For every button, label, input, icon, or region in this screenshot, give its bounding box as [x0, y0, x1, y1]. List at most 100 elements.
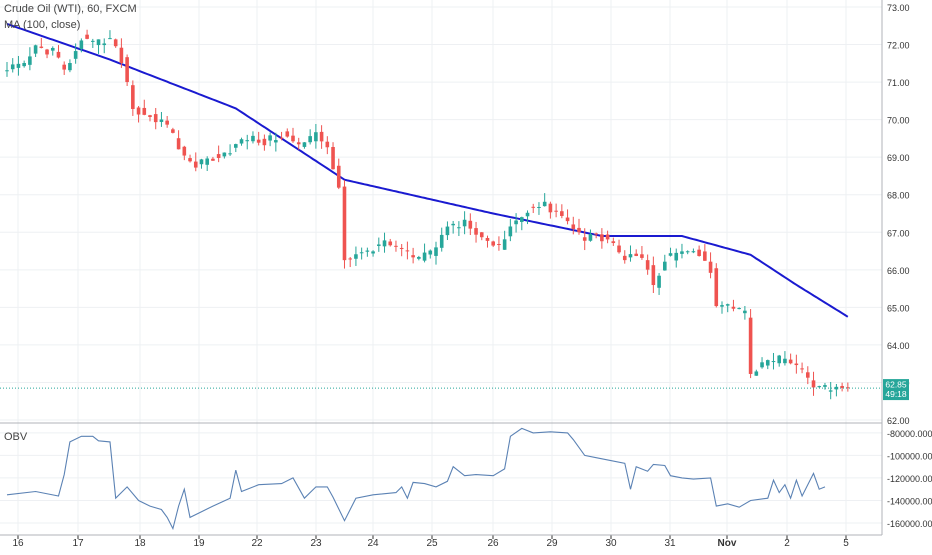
candle	[22, 60, 26, 68]
candle-body	[657, 275, 661, 288]
candle	[399, 244, 404, 257]
candle	[439, 227, 444, 252]
candle	[205, 156, 209, 172]
candle	[565, 209, 570, 225]
candle-body	[823, 385, 827, 387]
candle-body	[765, 360, 770, 366]
candle-body	[136, 107, 141, 115]
candle-body	[377, 244, 381, 246]
candle	[256, 131, 261, 146]
candle	[365, 247, 370, 257]
candle	[234, 143, 238, 153]
candle-body	[754, 371, 759, 376]
candle	[405, 241, 410, 260]
candle	[468, 213, 473, 235]
candle-body	[382, 240, 387, 247]
candle-body	[28, 56, 32, 65]
candle-body	[451, 223, 455, 226]
candle	[119, 38, 124, 68]
candle	[16, 55, 21, 76]
candle	[605, 230, 610, 244]
x-tick-label: 5	[843, 538, 849, 549]
candle-body	[268, 135, 272, 141]
candle-body	[171, 129, 175, 133]
candle	[520, 216, 524, 231]
candle-body	[394, 245, 398, 247]
candle-body	[817, 386, 822, 388]
candle-body	[720, 305, 724, 307]
candle	[765, 359, 770, 370]
candle-body	[737, 308, 741, 310]
x-tick-label: 23	[310, 538, 322, 549]
price-tick-label: 64.00	[887, 341, 910, 351]
obv-tick-label: -100000.0000	[887, 451, 932, 461]
candle-body	[691, 251, 696, 253]
candle-body	[491, 241, 495, 246]
candle-body	[211, 158, 215, 161]
candle-body	[760, 362, 764, 368]
candle	[617, 239, 621, 254]
obv-legend-label: OBV	[4, 431, 28, 443]
candle-body	[611, 241, 616, 244]
candle-body	[806, 372, 810, 378]
candle-body	[325, 141, 330, 148]
candle-body	[748, 317, 753, 374]
candle-body	[125, 57, 129, 83]
candle-body	[828, 390, 833, 392]
candle-body	[5, 70, 9, 72]
candle-body	[680, 251, 684, 254]
candle	[846, 382, 850, 392]
candle-body	[743, 310, 747, 314]
candle-body	[783, 358, 787, 364]
candle-body	[319, 131, 324, 142]
candle	[451, 220, 455, 234]
x-tick-label: 25	[426, 538, 438, 549]
candle	[291, 127, 295, 143]
candle	[228, 144, 232, 156]
candle	[102, 38, 107, 54]
candle-body	[262, 138, 267, 146]
candle	[445, 221, 450, 240]
candle	[462, 211, 467, 235]
candle	[582, 228, 587, 251]
candle	[176, 130, 181, 150]
candle	[171, 127, 175, 134]
candle-body	[663, 261, 667, 271]
candle	[342, 180, 347, 269]
candle-body	[617, 245, 621, 253]
candle-body	[531, 206, 536, 208]
x-tick-label: 30	[605, 538, 617, 549]
candle-body	[199, 159, 204, 165]
candle-body	[708, 261, 713, 273]
candle-body	[239, 139, 244, 144]
candle-body	[462, 219, 467, 227]
candle-body	[148, 115, 152, 117]
candle	[457, 221, 461, 237]
candle	[268, 132, 272, 147]
candle	[703, 244, 707, 261]
candle	[788, 353, 793, 365]
x-tick-label: 2	[784, 538, 790, 549]
candle	[314, 123, 318, 149]
candle-body	[434, 247, 438, 256]
candle	[777, 354, 781, 367]
candle	[50, 46, 55, 56]
candle-body	[399, 247, 404, 249]
candle-body	[834, 386, 839, 390]
candle-body	[22, 62, 26, 67]
price-tick-label: 71.00	[887, 78, 910, 88]
candle	[725, 303, 730, 313]
candle-body	[342, 186, 347, 261]
candle	[731, 299, 736, 312]
obv-line	[6, 427, 826, 531]
candle	[834, 384, 839, 397]
candle-body	[846, 387, 850, 389]
candle-body	[234, 144, 238, 148]
candle-body	[468, 220, 473, 229]
candle	[10, 58, 15, 73]
candlestick-series	[5, 29, 850, 400]
candle-body	[45, 49, 49, 55]
candle	[113, 38, 118, 48]
